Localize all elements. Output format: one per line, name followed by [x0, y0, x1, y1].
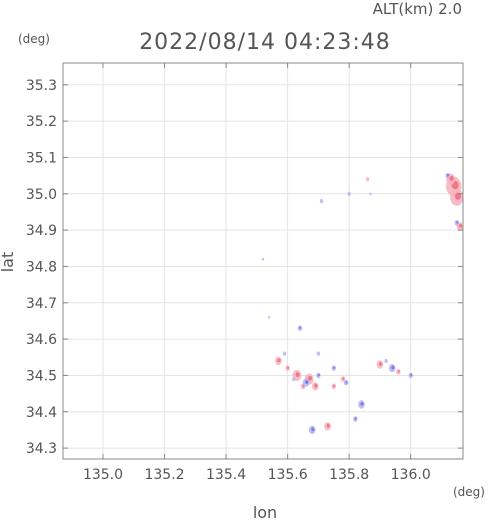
x-tick-label: 135.6 [268, 467, 308, 483]
positive-echo-core [277, 358, 281, 363]
negative-echo-point [261, 257, 265, 261]
altitude-label: ALT(km) 2.0 [373, 0, 462, 18]
positive-echo-core [379, 362, 383, 366]
y-tick-label: 34.4 [26, 405, 57, 421]
x-tick-label: 135.4 [206, 467, 246, 483]
negative-echo-point [268, 315, 271, 319]
y-tick-label: 34.3 [26, 441, 57, 457]
positive-echo-core [449, 176, 454, 181]
positive-echo-core [455, 192, 462, 200]
positive-echo-core [314, 383, 318, 388]
negative-echo-core [360, 402, 364, 406]
x-tick-label: 135.0 [83, 467, 123, 483]
negative-echo-point [282, 351, 287, 356]
negative-echo-core [317, 373, 320, 377]
negative-echo-point [384, 358, 388, 364]
positive-echo-core [326, 423, 330, 428]
y-tick-label: 35.3 [26, 78, 57, 94]
negative-echo-core [391, 365, 395, 370]
y-tick-label: 34.7 [26, 296, 57, 312]
positive-echo-core [307, 375, 312, 381]
x-axis-ticks: 135.0 135.2 135.4 135.6 135.8 136.0 [83, 63, 431, 483]
y-tick-label: 34.9 [26, 223, 57, 239]
negative-echo-core [333, 366, 336, 369]
positive-echo-core [295, 372, 300, 378]
data-points [261, 172, 464, 435]
negative-echo-core [354, 417, 357, 420]
y-tick-label: 35.0 [26, 187, 57, 203]
y-tick-label: 35.2 [26, 114, 57, 130]
negative-echo-point [316, 351, 321, 356]
positive-echo-core [459, 224, 463, 228]
negative-echo-point [347, 191, 351, 196]
y-axis-label: lat [0, 252, 17, 273]
grid-lines [63, 63, 463, 459]
positive-echo-core [287, 366, 290, 369]
y-tick-label: 34.8 [26, 259, 57, 275]
chart-title: 2022/08/14 04:23:48 [139, 30, 391, 55]
negative-echo-core [305, 380, 309, 384]
negative-echo-core [456, 221, 459, 224]
negative-echo-core [299, 326, 302, 330]
negative-echo-core [447, 174, 450, 177]
negative-echo-core [311, 427, 315, 432]
y-tick-label: 35.1 [26, 150, 57, 166]
y-axis-ticks: 34.3 34.4 34.5 34.6 34.7 34.8 34.9 35.0 35.1 35.2… [26, 78, 463, 457]
x-axis-label: lon [253, 503, 277, 521]
positive-echo-point [365, 177, 370, 182]
y-tick-label: 34.6 [26, 332, 57, 348]
x-axis-unit: (deg) [453, 485, 485, 499]
negative-echo-core [345, 381, 348, 384]
negative-echo-point [369, 192, 372, 196]
y-tick-label: 34.5 [26, 368, 57, 384]
positive-echo-core [342, 377, 345, 380]
x-tick-label: 135.8 [329, 467, 369, 483]
y-axis-unit: (deg) [18, 32, 50, 46]
negative-echo-point [319, 198, 324, 204]
plot-frame [62, 62, 464, 460]
positive-echo-core [397, 370, 400, 373]
x-tick-label: 135.2 [144, 467, 184, 483]
positive-echo-core [333, 384, 336, 388]
x-tick-label: 136.0 [391, 467, 431, 483]
negative-echo-core [410, 373, 413, 377]
negative-echo-point [292, 376, 296, 382]
